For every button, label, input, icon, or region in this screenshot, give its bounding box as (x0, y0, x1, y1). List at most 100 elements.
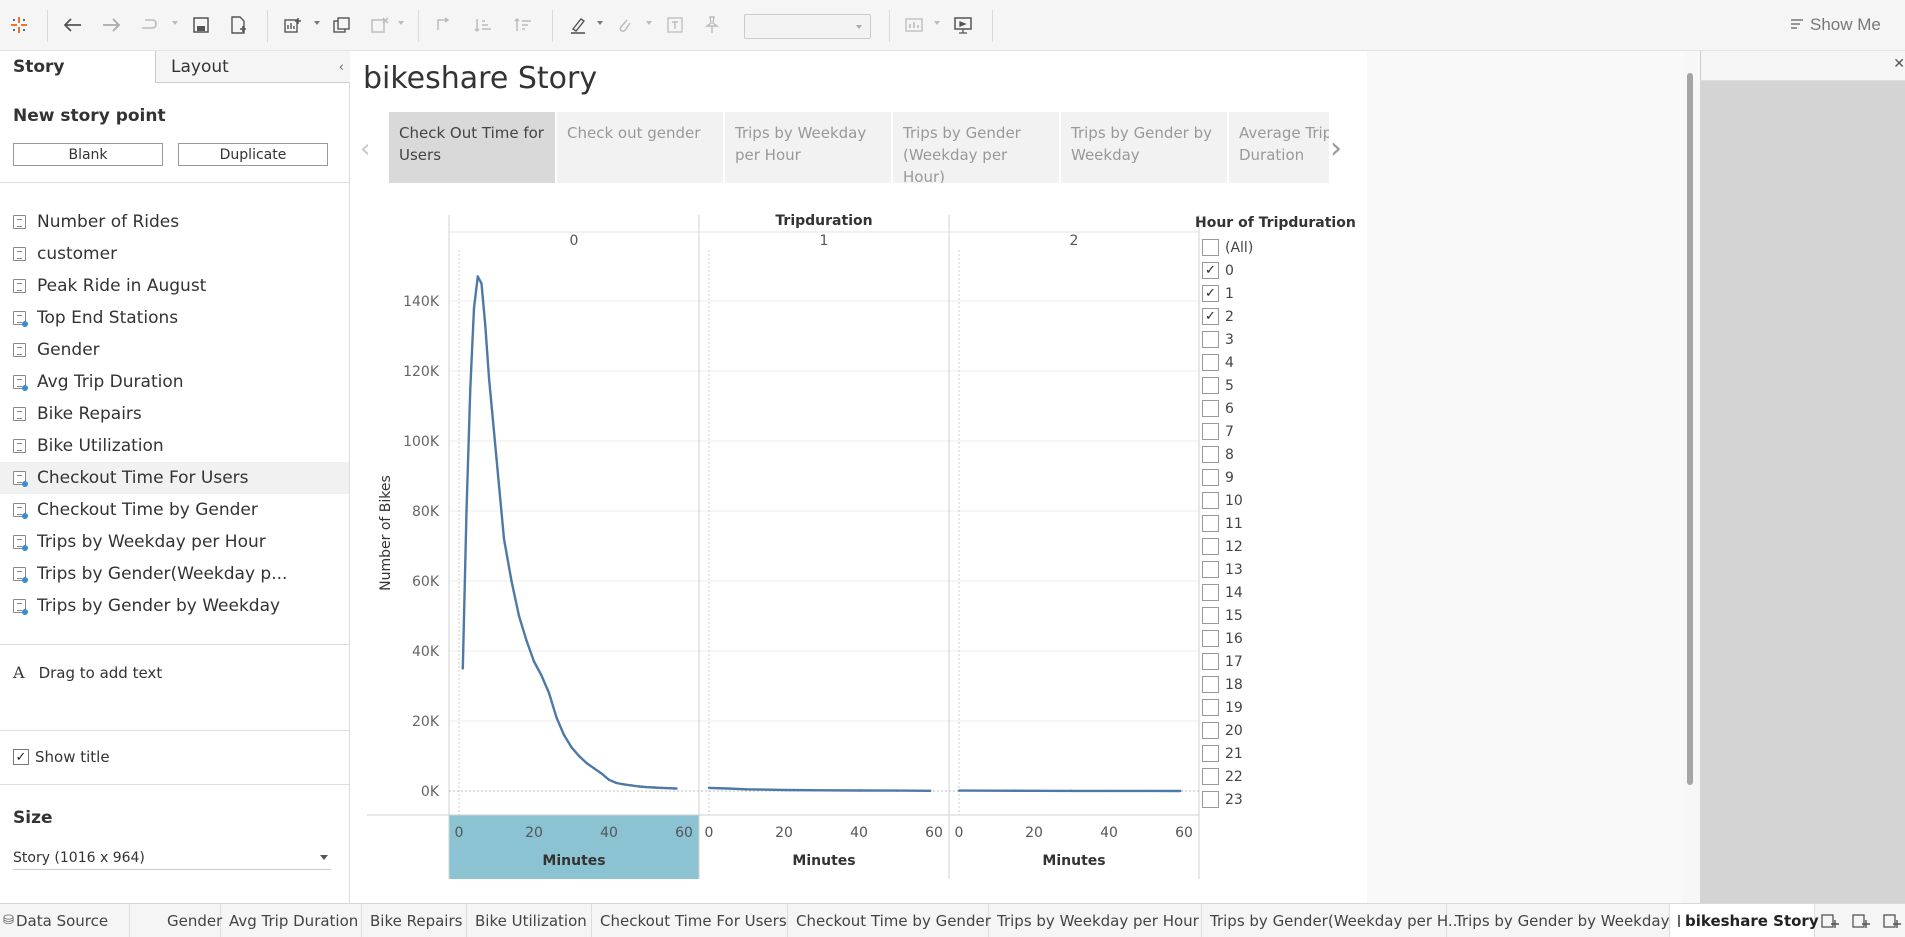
data-point[interactable] (540, 674, 543, 677)
data-point[interactable] (525, 639, 528, 642)
data-point[interactable] (532, 660, 536, 663)
filter-checkbox[interactable] (1202, 538, 1219, 555)
filter-option[interactable]: 13 (1195, 558, 1370, 581)
pin-icon[interactable] (701, 13, 723, 37)
filter-option[interactable]: 5 (1195, 374, 1370, 397)
filter-checkbox[interactable] (1202, 561, 1219, 578)
replay-icon[interactable] (138, 13, 160, 37)
sheet-item[interactable]: Top End Stations (0, 302, 349, 334)
data-point[interactable] (562, 733, 566, 737)
filter-option[interactable]: 3 (1195, 328, 1370, 351)
filter-checkbox[interactable] (1202, 469, 1219, 486)
filter-checkbox[interactable] (1202, 377, 1219, 394)
new-data-source-tab-icon[interactable] (1821, 912, 1839, 930)
filter-option[interactable]: 8 (1195, 443, 1370, 466)
data-point[interactable] (895, 789, 898, 792)
sheet-item[interactable]: Trips by Gender by Weekday (0, 590, 349, 622)
data-point[interactable] (472, 306, 476, 310)
filter-checkbox[interactable] (1202, 722, 1219, 739)
sheet-item[interactable]: Number of Rides (0, 206, 349, 238)
data-point[interactable] (570, 746, 573, 749)
series-line-panel-1[interactable] (708, 786, 931, 792)
sort-descending-icon[interactable] (512, 13, 534, 37)
redo-icon[interactable] (100, 13, 122, 37)
filter-checkbox[interactable] (1202, 768, 1219, 785)
group-members-icon[interactable] (613, 13, 635, 37)
filter-checkbox[interactable]: ✓ (1202, 285, 1219, 302)
story-point-2[interactable]: Check out gender (557, 112, 723, 183)
sheet-item[interactable]: customer (0, 238, 349, 270)
data-point[interactable] (652, 786, 656, 789)
sheet-item[interactable]: Trips by Gender(Weekday p... (0, 558, 349, 590)
sheet-tab[interactable]: Trips by Gender(Weekday per H... (1202, 904, 1462, 937)
sort-ascending-icon[interactable] (472, 13, 494, 37)
next-point-icon[interactable]: › (1330, 131, 1342, 166)
sheet-item[interactable]: Peak Ride in August (0, 270, 349, 302)
close-icon[interactable]: ✕ (1893, 56, 1905, 72)
filter-option[interactable]: 11 (1195, 512, 1370, 535)
filter-option[interactable]: 7 (1195, 420, 1370, 443)
data-point[interactable] (465, 509, 468, 513)
sheet-tab[interactable]: Bike Repairs (362, 904, 467, 937)
vertical-scrollbar[interactable] (1683, 51, 1700, 903)
sheet-item[interactable]: Bike Repairs (0, 398, 349, 430)
scroll-thumb[interactable] (1687, 73, 1693, 785)
sheet-tab[interactable]: Checkout Time For Users (592, 904, 788, 937)
filter-option[interactable]: (All) (1195, 236, 1370, 259)
show-me-button[interactable]: Show Me (1790, 13, 1881, 37)
tableau-logo-icon[interactable] (8, 13, 30, 37)
filter-checkbox[interactable]: ✓ (1202, 308, 1219, 325)
filter-checkbox[interactable] (1202, 791, 1219, 808)
sheet-tab[interactable]: Avg Trip Duration (221, 904, 362, 937)
filter-option[interactable]: ✓ 0 (1195, 259, 1370, 282)
filter-option[interactable]: 22 (1195, 765, 1370, 788)
data-point[interactable] (1032, 789, 1036, 792)
collapse-icon[interactable]: ‹ (338, 60, 344, 75)
filter-checkbox[interactable] (1202, 446, 1219, 463)
data-point[interactable] (675, 787, 678, 790)
filter-option[interactable]: 9 (1195, 466, 1370, 489)
filter-checkbox[interactable] (1202, 354, 1219, 371)
data-point[interactable] (461, 667, 464, 670)
filter-option[interactable]: 14 (1195, 581, 1370, 604)
filter-checkbox[interactable] (1202, 423, 1219, 440)
clear-sheet-icon[interactable] (369, 13, 391, 37)
data-point[interactable] (1179, 789, 1182, 793)
data-point[interactable] (820, 789, 823, 792)
data-point[interactable] (607, 778, 611, 781)
filter-checkbox[interactable] (1202, 239, 1219, 256)
sheet-item[interactable]: Bike Utilization (0, 430, 349, 462)
save-icon[interactable] (190, 13, 212, 37)
data-point[interactable] (667, 787, 671, 790)
filter-checkbox[interactable] (1202, 699, 1219, 716)
data-point[interactable] (495, 457, 498, 460)
filter-option[interactable]: ✓ 2 (1195, 305, 1370, 328)
filter-option[interactable]: 6 (1195, 397, 1370, 420)
data-point[interactable] (510, 579, 513, 583)
tab-story[interactable]: Story (0, 51, 155, 83)
size-dropdown[interactable]: Story (1016 x 964) (13, 846, 331, 870)
filter-checkbox[interactable] (1202, 676, 1219, 693)
filter-option[interactable]: 20 (1195, 719, 1370, 742)
data-point[interactable] (592, 767, 596, 770)
data-point[interactable] (622, 783, 626, 786)
filter-checkbox[interactable] (1202, 653, 1219, 670)
data-point[interactable] (645, 785, 648, 789)
drag-text-object[interactable]: A Drag to add text (13, 663, 162, 682)
story-point-3[interactable]: Trips by Weekday per Hour (725, 112, 891, 183)
filter-option[interactable]: 16 (1195, 627, 1370, 650)
previous-point-icon[interactable]: ‹ (360, 134, 371, 164)
sheet-item[interactable]: Trips by Weekday per Hour (0, 526, 349, 558)
filter-checkbox[interactable] (1202, 515, 1219, 532)
sheet-tab[interactable]: Trips by Gender by Weekday (1447, 904, 1670, 937)
filter-checkbox[interactable] (1202, 630, 1219, 647)
filter-option[interactable]: 4 (1195, 351, 1370, 374)
data-point[interactable] (615, 781, 618, 785)
filter-checkbox[interactable] (1202, 331, 1219, 348)
new-dashboard-tab-icon[interactable] (1883, 912, 1901, 930)
filter-option[interactable]: 17 (1195, 650, 1370, 673)
sheet-item[interactable]: Checkout Time by Gender (0, 494, 349, 526)
presentation-mode-icon[interactable] (952, 13, 974, 37)
sheet-tab[interactable]: Checkout Time by Gender (788, 904, 991, 937)
selected-axis-highlight[interactable] (449, 815, 699, 879)
